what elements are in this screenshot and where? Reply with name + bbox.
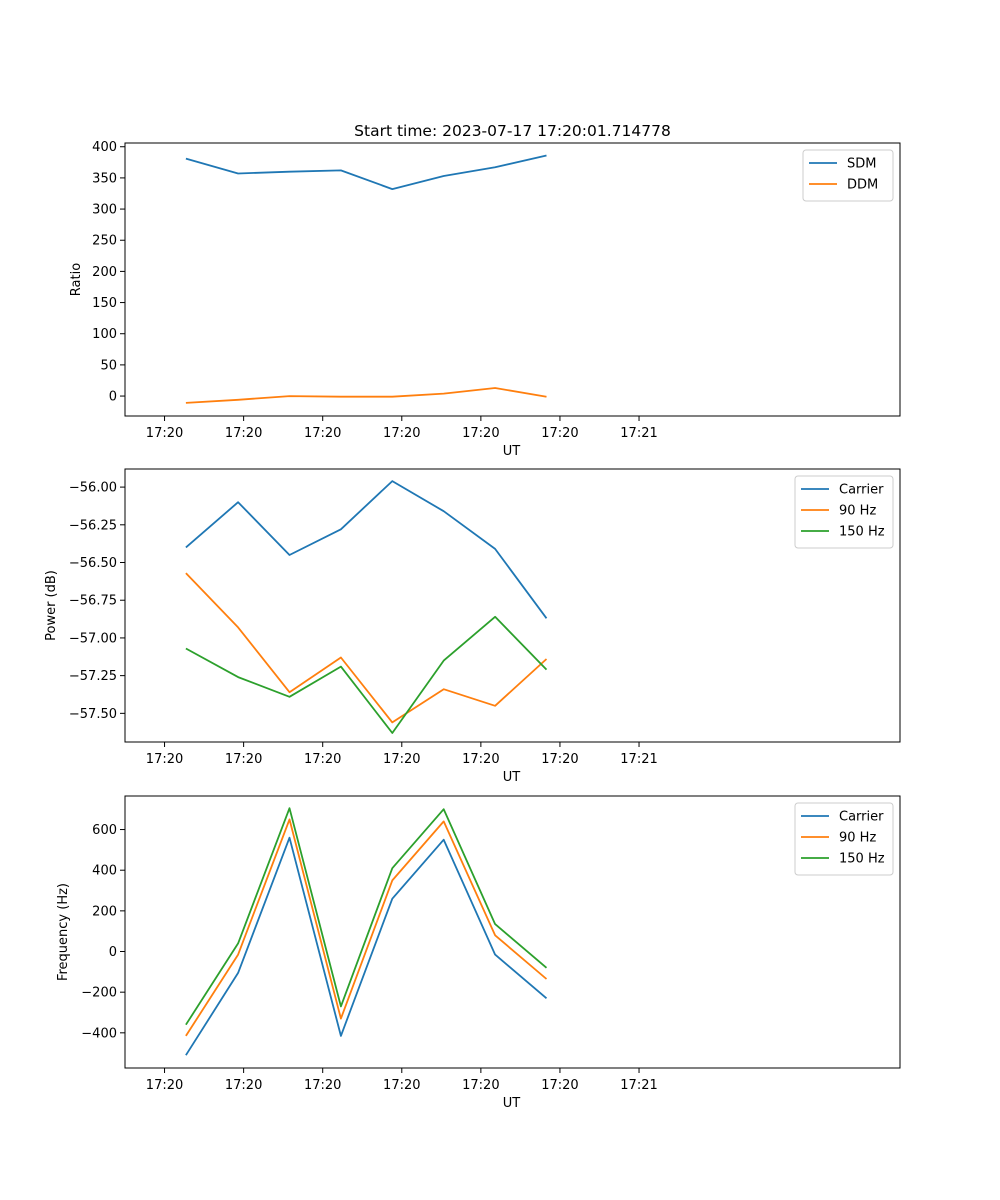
chart-title: Start time: 2023-07-17 17:20:01.714778 [354, 122, 671, 140]
y-tick-label: −56.75 [69, 594, 117, 609]
x-axis-label: UT [503, 444, 521, 459]
legend: Carrier 90 Hz 150 Hz [794, 475, 894, 549]
subplot-3: 17:20 17:20 17:20 17:20 17:20 17:20 17:21 −400 −… [56, 795, 901, 1111]
x-tick-label: 17:20 [383, 1078, 420, 1093]
x-tick-label: 17:20 [225, 752, 262, 767]
x-tick-label: 17:20 [304, 752, 341, 767]
y-tick-label: −57.25 [69, 669, 117, 684]
series-line-carrier [185, 480, 548, 619]
legend-label: DDM [847, 178, 878, 193]
x-tick-label: 17:20 [146, 752, 183, 767]
y-tick-label: −56.50 [69, 556, 117, 571]
legend: Carrier 90 Hz 150 Hz [794, 802, 894, 876]
legend-label: 150 Hz [839, 525, 885, 540]
x-tick-label: 17:20 [304, 1078, 341, 1093]
y-tick-label: 0 [109, 945, 117, 960]
y-tick-label: 400 [92, 864, 117, 879]
legend: SDM DDM [802, 149, 894, 202]
series-line-90-hz [185, 572, 548, 724]
subplot-2: 17:20 17:20 17:20 17:20 17:20 17:20 17:21 −57.5… [44, 468, 901, 785]
y-tick-label: −400 [81, 1026, 117, 1041]
y-tick-label: −56.25 [69, 518, 117, 533]
x-tick-label: 17:20 [146, 426, 183, 441]
x-tick-label: 17:20 [225, 426, 262, 441]
series-line-ddm [185, 387, 547, 404]
series-line-carrier [185, 836, 548, 1056]
legend-label: SDM [847, 157, 876, 172]
series-line-150-hz [185, 615, 548, 734]
x-tick-label: 17:20 [541, 752, 578, 767]
legend-label: Carrier [839, 483, 884, 498]
series-line-150-hz [185, 807, 548, 1026]
axes-frame [124, 468, 901, 743]
x-tick-label: 17:20 [541, 1078, 578, 1093]
legend-label: 90 Hz [839, 831, 876, 846]
x-tick-label: 17:20 [541, 426, 578, 441]
y-tick-label: 300 [92, 203, 117, 218]
legend-label: 150 Hz [839, 852, 885, 867]
y-axis-label: Frequency (Hz) [56, 883, 71, 981]
x-tick-label: 17:20 [462, 752, 499, 767]
y-tick-label: 0 [109, 390, 117, 405]
legend-box [794, 802, 894, 876]
x-axis-label: UT [503, 770, 521, 785]
x-tick-label: 17:20 [383, 752, 420, 767]
y-tick-label: −57.00 [69, 631, 117, 646]
x-tick-label: 17:21 [620, 1078, 657, 1093]
axes-frame [124, 795, 901, 1069]
x-tick-label: 17:20 [462, 1078, 499, 1093]
x-tick-label: 17:20 [462, 426, 499, 441]
y-tick-label: 250 [92, 234, 117, 249]
x-tick-label: 17:20 [304, 426, 341, 441]
y-tick-label: 200 [92, 904, 117, 919]
y-tick-label: 400 [92, 140, 117, 155]
axes-frame [124, 142, 901, 417]
y-tick-label: 600 [92, 823, 117, 838]
y-axis-label: Ratio [69, 263, 84, 296]
y-axis-label: Power (dB) [44, 570, 59, 641]
subplot-1: 17:20 17:20 17:20 17:20 17:20 17:20 17:21 0 50 10… [69, 122, 901, 459]
series-line-90-hz [185, 818, 548, 1037]
y-tick-label: 350 [92, 171, 117, 186]
x-tick-label: 17:20 [225, 1078, 262, 1093]
series-line-sdm [185, 154, 547, 191]
y-tick-label: −57.50 [69, 707, 117, 722]
x-tick-label: 17:21 [620, 752, 657, 767]
x-tick-label: 17:21 [620, 426, 657, 441]
x-axis-label: UT [503, 1096, 521, 1111]
y-tick-label: 200 [92, 265, 117, 280]
x-tick-label: 17:20 [146, 1078, 183, 1093]
y-tick-label: −200 [81, 986, 117, 1001]
y-tick-label: 50 [100, 358, 117, 373]
legend-box [794, 475, 894, 549]
x-tick-label: 17:20 [383, 426, 420, 441]
y-tick-label: −56.00 [69, 481, 117, 496]
y-tick-label: 100 [92, 327, 117, 342]
y-tick-label: 150 [92, 296, 117, 311]
legend-label: 90 Hz [839, 504, 876, 519]
legend-label: Carrier [839, 810, 884, 825]
